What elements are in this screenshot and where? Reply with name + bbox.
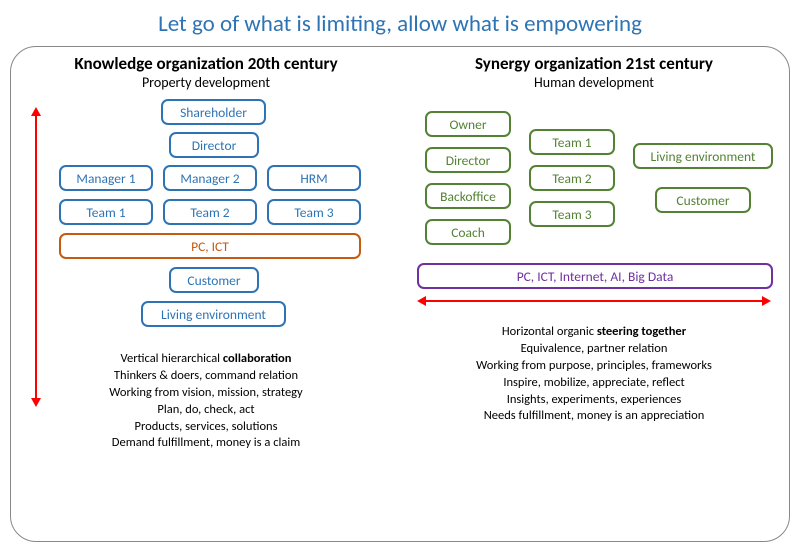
desc-line: Insights, experiments, experiences (409, 392, 779, 409)
node-box: Director (169, 132, 259, 158)
node-box: Director (425, 147, 511, 173)
diagram-frame: Knowledge organization 20th century Prop… (10, 46, 790, 542)
desc-line: Working from purpose, principles, framew… (409, 358, 779, 375)
right-nodes: Owner Director Backoffice Coach Team 1 Team 2… (409, 95, 779, 310)
desc-line: Working from vision, mission, strategy (21, 385, 391, 402)
left-description: Vertical hierarchical collaborationThink… (21, 351, 391, 452)
node-box: PC, ICT, Internet, AI, Big Data (417, 263, 773, 289)
node-box: Manager 2 (163, 165, 257, 191)
node-box: Team 2 (163, 199, 257, 225)
node-box: Team 1 (59, 199, 153, 225)
desc-line: Horizontal organic steering together (409, 324, 779, 341)
left-nodes: Shareholder Director Manager 1 Manager 2 HRM… (21, 95, 391, 345)
left-subheading: Property development (21, 74, 391, 91)
desc-line: Vertical hierarchical collaboration (21, 351, 391, 368)
left-heading: Knowledge organization 20th century (21, 53, 391, 74)
node-box: Customer (655, 187, 751, 213)
node-box: Living environment (141, 301, 286, 327)
node-box: Customer (169, 267, 259, 293)
desc-line: Thinkers & doers, command relation (21, 368, 391, 385)
desc-line: Products, services, solutions (21, 419, 391, 436)
node-box: Living environment (633, 143, 773, 169)
desc-line: Plan, do, check, act (21, 402, 391, 419)
right-heading: Synergy organization 21st century (409, 53, 779, 74)
node-box: Shareholder (161, 99, 266, 125)
node-box: PC, ICT (59, 233, 361, 259)
node-box: Manager 1 (59, 165, 153, 191)
node-box: HRM (267, 165, 361, 191)
desc-line: Inspire, mobilize, appreciate, reflect (409, 375, 779, 392)
right-column: Synergy organization 21st century Human … (409, 53, 779, 425)
node-box: Team 2 (529, 165, 615, 191)
right-description: Horizontal organic steering togetherEqui… (409, 324, 779, 425)
right-subheading: Human development (409, 74, 779, 91)
desc-line: Needs fulfillment, money is an appreciat… (409, 408, 779, 425)
node-box: Owner (425, 111, 511, 137)
node-box: Backoffice (425, 183, 511, 209)
node-box: Team 3 (267, 199, 361, 225)
node-box: Coach (425, 219, 511, 245)
desc-line: Demand fulfillment, money is a claim (21, 435, 391, 452)
left-column: Knowledge organization 20th century Prop… (21, 53, 391, 452)
node-box: Team 3 (529, 201, 615, 227)
horizontal-arrow-icon (417, 300, 771, 302)
page-title: Let go of what is limiting, allow what i… (0, 0, 800, 44)
desc-line: Equivalence, partner relation (409, 341, 779, 358)
node-box: Team 1 (529, 129, 615, 155)
